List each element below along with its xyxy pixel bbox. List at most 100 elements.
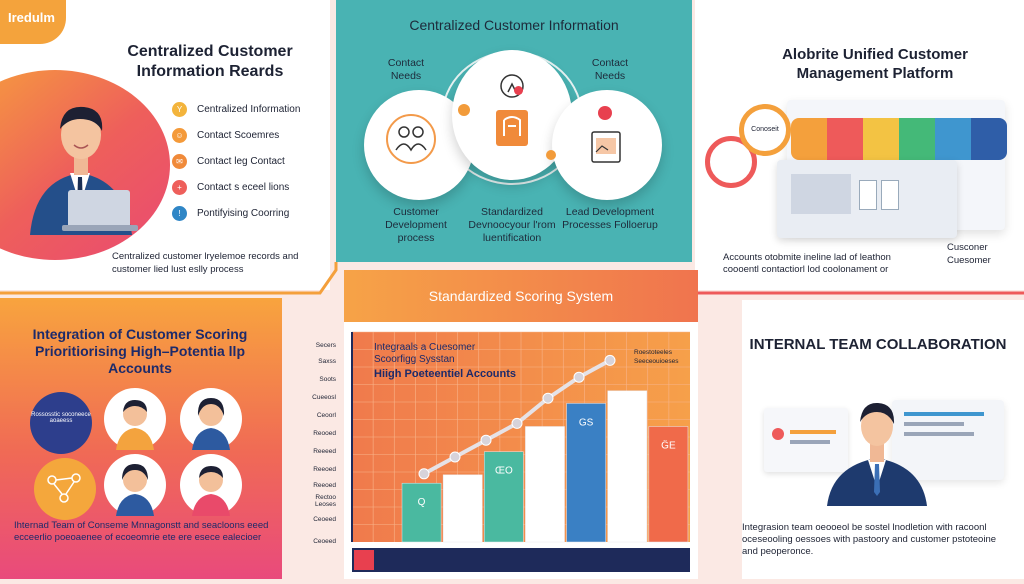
accent-dot <box>546 150 556 160</box>
scoring-chart: Q ŒO GS G̈E Integraals a Cuesomer Scoorfigg… <box>344 322 698 579</box>
accent-dot <box>458 104 470 116</box>
message-card <box>764 408 848 472</box>
list-item: + Contact s eceel lions <box>172 174 322 200</box>
list-item: ☺ Contact Scoemres <box>172 122 322 148</box>
integration-scoring-panel: Integration of Customer Scoring Prioriti… <box>0 298 282 579</box>
y-label: Secers <box>315 342 336 349</box>
list-item-label: Contact Scoemres <box>197 129 280 141</box>
bar-label: ŒO <box>495 466 513 477</box>
chat-line <box>904 422 964 426</box>
y-label: Rectoo Leoses <box>315 494 336 508</box>
color-stripe-bar <box>791 118 1007 160</box>
unified-platform-panel: Alobrite Unified Customer Management Pla… <box>695 0 1024 290</box>
window-block <box>859 180 877 210</box>
document-icon <box>496 110 528 146</box>
overlay-line-2: Hiigh Poeteentiel Accounts <box>374 368 517 380</box>
bar-label: Q <box>418 497 426 508</box>
panel5-title: Standardized Scoring System <box>428 288 614 304</box>
circle-label: Conoseit <box>751 126 779 133</box>
chart-bar <box>566 403 606 543</box>
trend-point <box>511 417 523 429</box>
badge-text: Rossosstic soconeece aoaeess <box>31 412 91 424</box>
list-item: ✉ Contact leg Contact <box>172 148 322 174</box>
avatar <box>104 388 166 450</box>
trend-point <box>449 451 461 463</box>
panel6-caption: Integrasion team oeooeol be sostel lnodl… <box>742 522 997 557</box>
avatar <box>104 454 166 516</box>
standardized-label: Standardized Devnoocyour l'rom luentific… <box>468 206 556 244</box>
y-label: Ceoorl <box>316 412 336 419</box>
bar-label: GS <box>579 417 594 428</box>
accent-dot <box>598 106 612 120</box>
bullet-icon: ✉ <box>172 153 187 169</box>
chart-svg: Q ŒO GS G̈E <box>351 331 690 572</box>
contact-needs-right: Contact Needs <box>591 57 629 82</box>
chart-bar <box>484 451 524 543</box>
y-label: Reeoed <box>313 466 336 473</box>
chart-bar <box>401 482 442 543</box>
y-label: Ceoeed <box>313 516 336 523</box>
centralized-info-panel: Iredulm Centralized Customer Information… <box>0 0 330 290</box>
trend-point <box>573 371 585 383</box>
card-dot <box>772 428 784 440</box>
bar-label: G̈E <box>661 439 676 452</box>
chart-bar <box>648 426 689 543</box>
inner-ring-circle: Conoseit <box>739 104 791 156</box>
chat-window <box>892 400 1004 480</box>
stripe <box>971 118 1007 160</box>
chat-line <box>904 432 974 436</box>
lightbulb-icon <box>500 74 524 98</box>
panel4-title: Integration of Customer Scoring Prioriti… <box>32 326 248 376</box>
accent-dot <box>514 86 523 95</box>
panel1-caption: Centralized customer lryelemoe records a… <box>112 251 299 275</box>
trend-point <box>418 468 430 480</box>
stripe <box>827 118 863 160</box>
y-label: Soots <box>319 376 336 383</box>
y-label: Reeeed <box>313 448 336 455</box>
network-circle <box>34 458 96 520</box>
chat-line <box>904 412 984 416</box>
y-label: Reooed <box>313 430 336 437</box>
customer-development-label: Customer Development process <box>385 206 447 244</box>
stripe <box>791 118 827 160</box>
avatar <box>180 454 242 516</box>
bottom-bar-accent <box>354 550 374 570</box>
badge-circle: Rossosstic soconeece aoaeess <box>30 392 92 454</box>
presenter-illustration <box>30 106 138 235</box>
clipboard-icon <box>591 131 621 163</box>
panel5-header: Standardized Scoring System <box>344 270 698 322</box>
window-block <box>791 174 851 214</box>
scoring-system-panel: Standardized Scoring System Q ŒO GS G̈E Int… <box>344 270 698 579</box>
trend-point <box>480 434 492 446</box>
contact-needs-left: Contact Needs <box>387 57 425 82</box>
bullet-icon: + <box>172 179 187 195</box>
y-axis-labels: Secers Saxss Soots Cueeosl Ceoorl Reooed… <box>298 342 336 552</box>
feature-list: Y Centralized Information ☺ Contact Scoemr… <box>172 96 322 226</box>
bullet-icon: ☺ <box>172 127 187 143</box>
bullet-icon: ! <box>172 205 187 221</box>
stripe <box>863 118 899 160</box>
list-item: ! Pontifyising Coorring <box>172 200 322 226</box>
list-item-label: Contact s eceel lions <box>197 181 290 193</box>
panel6-title: INTERNAL TEAM COLLABORATION <box>749 336 1007 353</box>
businessman-illustration <box>827 402 927 506</box>
chart-bar <box>607 390 648 543</box>
card-line <box>790 440 830 444</box>
chart-legend-text: Roestoteeles Seeceouioeses <box>634 349 679 365</box>
stripe <box>935 118 971 160</box>
panel3-title: Alobrite Unified Customer Management Pla… <box>782 46 968 82</box>
panel3-side-label: Cusconer Cuesomer <box>947 242 991 266</box>
panel1-title: Centralized Customer Information Reards <box>127 43 293 80</box>
y-label: Saxss <box>318 358 336 365</box>
chart-bar <box>442 474 483 543</box>
trend-point <box>604 354 616 366</box>
team-collaboration-panel: INTERNAL TEAM COLLABORATION Integrasion … <box>742 300 1024 579</box>
overlay-line-1: Integraals a Cuesomer Scoorfigg Sysstan <box>374 342 476 365</box>
chart-bar <box>525 426 565 543</box>
card-line <box>790 430 836 434</box>
y-label: Cueeosl <box>312 394 336 401</box>
list-item: Y Centralized Information <box>172 96 322 122</box>
bullet-icon: Y <box>172 101 187 117</box>
panel3-caption: Accounts otobmite ineline lad of leathon… <box>723 252 891 275</box>
